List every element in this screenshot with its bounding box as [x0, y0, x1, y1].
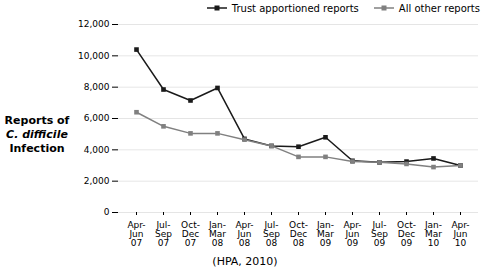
html-text:(HPA, 2010): (HPA, 2010): [212, 255, 278, 268]
html-text:All other reports: All other reports: [398, 2, 480, 14]
svg-text:2,000: 2,000: [84, 176, 110, 186]
svg-text:Jan-Mar09: Jan-Mar09: [316, 220, 334, 248]
svg-text:10,000: 10,000: [78, 51, 110, 61]
svg-text:Jan-Mar08: Jan-Mar08: [208, 220, 226, 248]
html-text:Trust apportioned reports: Trust apportioned reports: [231, 2, 359, 14]
html-text:Infection: Infection: [9, 141, 65, 155]
svg-text:Apr-Jun10: Apr-Jun10: [451, 220, 469, 248]
svg-text:Jul-Sep07: Jul-Sep07: [155, 220, 172, 248]
svg-text:0: 0: [104, 207, 110, 217]
svg-text:Apr-Jun09: Apr-Jun09: [343, 220, 361, 248]
svg-text:8,000: 8,000: [84, 82, 110, 92]
svg-text:Jul-Sep09: Jul-Sep09: [371, 220, 388, 248]
svg-text:Oct-Dec07: Oct-Dec07: [181, 220, 200, 248]
svg-text:Apr-Jun07: Apr-Jun07: [127, 220, 145, 248]
svg-text:Jul-Sep08: Jul-Sep08: [263, 220, 280, 248]
svg-text:12,000: 12,000: [78, 19, 110, 29]
html-text:Reports of: Reports of: [4, 114, 70, 128]
svg-text:6,000: 6,000: [84, 113, 110, 123]
svg-text:Oct-Dec09: Oct-Dec09: [397, 220, 416, 248]
svg-text:Jan-Mar10: Jan-Mar10: [424, 220, 442, 248]
svg-text:4,000: 4,000: [84, 145, 110, 155]
svg-text:Oct-Dec08: Oct-Dec08: [289, 220, 308, 248]
html-text:C. difficile: C. difficile: [6, 128, 68, 142]
svg-text:Apr-Jun08: Apr-Jun08: [235, 220, 253, 248]
